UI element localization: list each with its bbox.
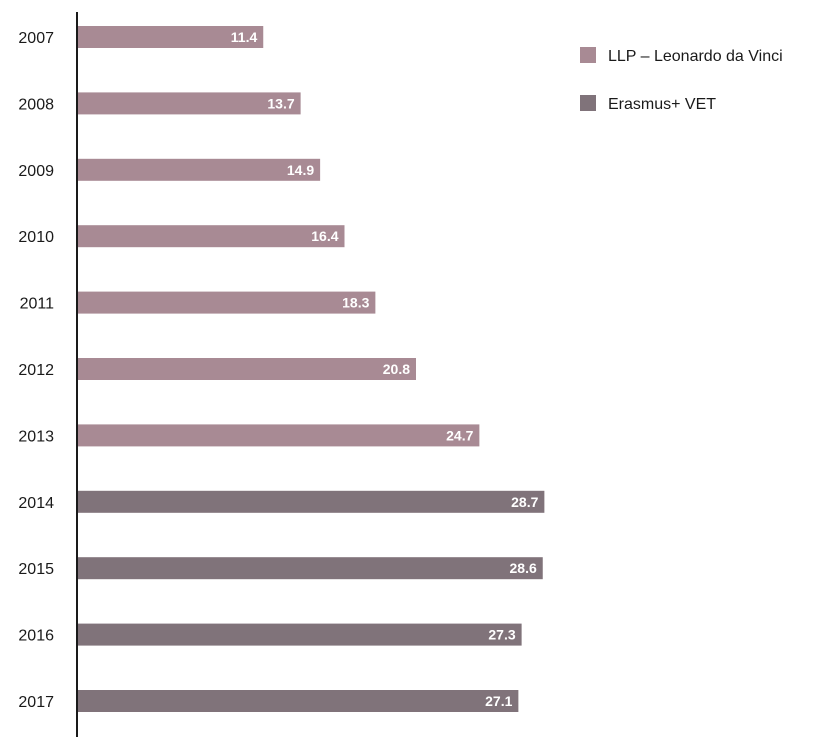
category-label-2009: 2009 (18, 163, 54, 180)
category-label-2010: 2010 (18, 229, 54, 246)
value-label-2016: 27.3 (488, 627, 515, 643)
legend-swatch-1 (580, 95, 596, 111)
bar-2008 (78, 92, 301, 115)
bar-2009 (78, 158, 321, 181)
bar-2013 (78, 424, 480, 447)
category-label-2013: 2013 (18, 428, 54, 445)
category-label-2011: 2011 (20, 296, 55, 313)
bar-2014 (78, 490, 545, 513)
legend: LLP – Leonardo da Vinci Erasmus+ VET (580, 47, 783, 113)
value-label-2007: 11.4 (231, 29, 258, 45)
bar-2017 (78, 690, 519, 712)
category-label-2007: 2007 (18, 30, 54, 47)
value-label-2009: 14.9 (287, 162, 314, 178)
bar-2015 (78, 557, 543, 580)
legend-label-0: LLP – Leonardo da Vinci (608, 48, 783, 65)
value-label-2012: 20.8 (383, 361, 410, 377)
category-label-2014: 2014 (18, 495, 54, 512)
category-label-2016: 2016 (18, 628, 54, 645)
bar-2007 (78, 26, 264, 48)
legend-swatch-0 (580, 47, 596, 63)
category-label-2008: 2008 (18, 96, 54, 113)
category-label-2017: 2017 (18, 694, 54, 711)
value-label-2013: 24.7 (446, 427, 473, 443)
bar-2016 (78, 623, 522, 646)
value-label-2008: 13.7 (267, 95, 294, 111)
bar-2012 (78, 358, 416, 380)
bar-2011 (78, 291, 376, 314)
category-label-2012: 2012 (18, 362, 54, 379)
category-label-2015: 2015 (18, 561, 54, 578)
value-label-2011: 18.3 (342, 295, 369, 311)
legend-label-1: Erasmus+ VET (608, 96, 716, 113)
bars-group: 2007 11.4 2008 13.7 2009 14.9 2010 16.4 2011 18.3… (18, 26, 545, 712)
value-label-2010: 16.4 (311, 228, 338, 244)
value-label-2017: 27.1 (485, 693, 512, 709)
value-label-2015: 28.6 (510, 560, 537, 576)
value-label-2014: 28.7 (511, 494, 538, 510)
bar-2010 (78, 225, 345, 248)
